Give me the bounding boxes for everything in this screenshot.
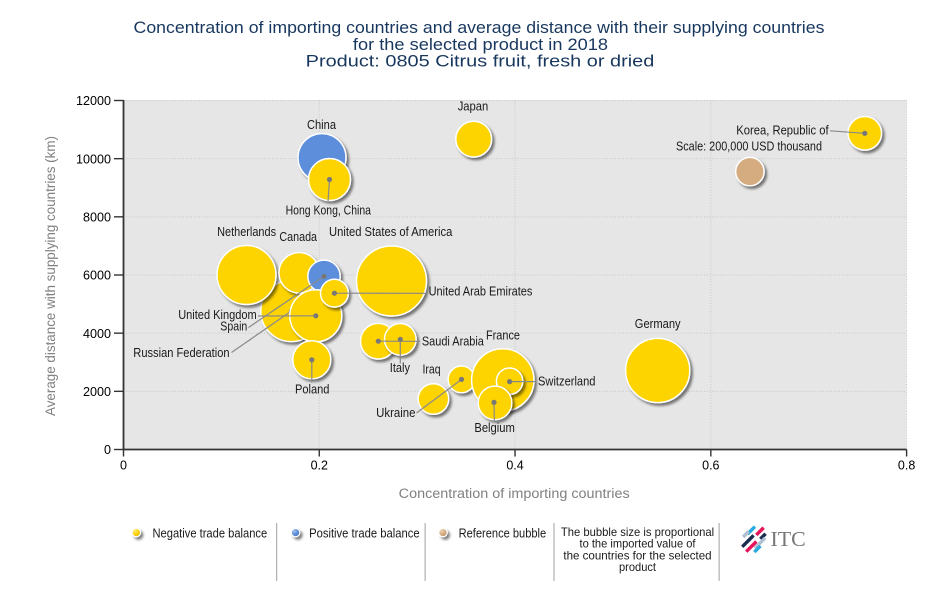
svg-text:Saudi Arabia: Saudi Arabia [422,333,485,348]
svg-text:to the imported value of: to the imported value of [580,538,697,551]
svg-text:Positive trade balance: Positive trade balance [309,526,420,541]
svg-text:ITC: ITC [771,529,806,551]
svg-text:0.2: 0.2 [311,457,328,472]
svg-text:Russian Federation: Russian Federation [133,345,229,360]
svg-text:Netherlands: Netherlands [217,224,276,239]
svg-text:Concentration of importing cou: Concentration of importing countries and… [134,18,825,37]
svg-text:Japan: Japan [458,98,489,113]
svg-text:0: 0 [120,457,127,472]
svg-text:Reference bubble: Reference bubble [459,526,547,541]
svg-text:4000: 4000 [83,326,111,341]
svg-text:6000: 6000 [83,268,111,283]
svg-text:Canada: Canada [279,229,317,244]
svg-text:the countries for the selected: the countries for the selected [563,549,711,562]
svg-text:12000: 12000 [76,93,111,108]
svg-text:product: product [619,561,657,574]
svg-text:Ukraine: Ukraine [376,405,415,420]
svg-text:Scale: 200,000 USD thousand: Scale: 200,000 USD thousand [676,139,822,154]
svg-text:Switzerland: Switzerland [538,374,596,389]
svg-text:10000: 10000 [76,151,111,166]
svg-text:United States of America: United States of America [329,224,453,239]
svg-text:Korea, Republic of: Korea, Republic of [736,123,829,138]
svg-text:8000: 8000 [83,209,111,224]
svg-text:The bubble size is proportiona: The bubble size is proportional [561,526,714,539]
svg-text:for the selected product in 20: for the selected product in 2018 [353,35,608,54]
svg-text:0.8: 0.8 [898,457,915,472]
svg-text:0: 0 [104,442,111,457]
svg-text:Product: 0805 Citrus fruit, fr: Product: 0805 Citrus fruit, fresh or dri… [306,52,655,71]
svg-text:Concentration of importing cou: Concentration of importing countries [399,486,630,501]
svg-text:Iraq: Iraq [422,361,440,376]
svg-text:United Kingdom: United Kingdom [178,307,257,322]
svg-text:China: China [307,117,337,132]
svg-text:Germany: Germany [635,316,681,331]
svg-text:France: France [486,328,520,343]
svg-text:Belgium: Belgium [474,420,515,435]
svg-text:Negative trade balance: Negative trade balance [153,526,268,541]
svg-text:Italy: Italy [390,360,411,375]
svg-text:0.6: 0.6 [702,457,719,472]
svg-text:Spain: Spain [220,318,247,333]
svg-text:Average distance with supplyin: Average distance with supplying countrie… [43,136,58,416]
svg-text:United Arab Emirates: United Arab Emirates [429,283,533,298]
svg-text:Hong Kong, China: Hong Kong, China [286,202,372,217]
svg-text:2000: 2000 [83,384,111,399]
svg-text:0.4: 0.4 [506,457,523,472]
svg-text:Poland: Poland [295,381,330,396]
